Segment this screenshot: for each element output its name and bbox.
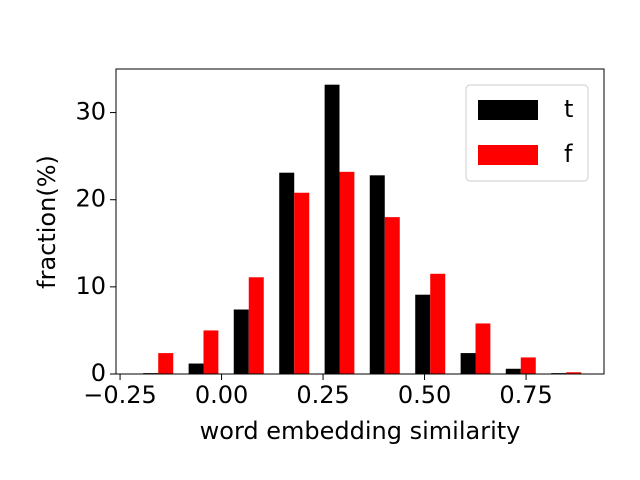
x-tick-label: 0.25 [296,381,349,409]
bar [460,353,476,374]
bar [566,372,582,374]
bar [248,277,264,374]
x-tick-label: 0.75 [499,381,552,409]
legend-label: f [564,140,573,168]
bar [430,273,446,374]
bar [233,309,249,374]
bar [339,171,355,374]
bar [369,175,385,374]
bar [294,192,310,374]
y-tick-label: 0 [91,359,106,387]
y-tick-label: 20 [75,185,106,213]
bar [475,323,491,374]
x-tick-label: 0.00 [195,381,248,409]
x-axis-label: word embedding similarity [200,417,521,445]
bar [158,353,174,374]
bar [324,84,340,374]
bar [505,368,521,374]
y-tick-label: 30 [75,98,106,126]
legend-label: t [564,95,573,123]
legend-swatch [478,145,538,165]
y-axis-label: fraction(%) [33,155,61,289]
bar [415,294,431,374]
bar [279,172,295,374]
x-tick-label: 0.50 [398,381,451,409]
bar [520,357,536,374]
bar [384,217,400,374]
legend-swatch [478,100,538,120]
y-tick-label: 10 [75,272,106,300]
bar [203,330,219,374]
x-tick-label: −0.25 [83,381,157,409]
axes-frame [115,68,605,375]
bar [188,363,204,374]
